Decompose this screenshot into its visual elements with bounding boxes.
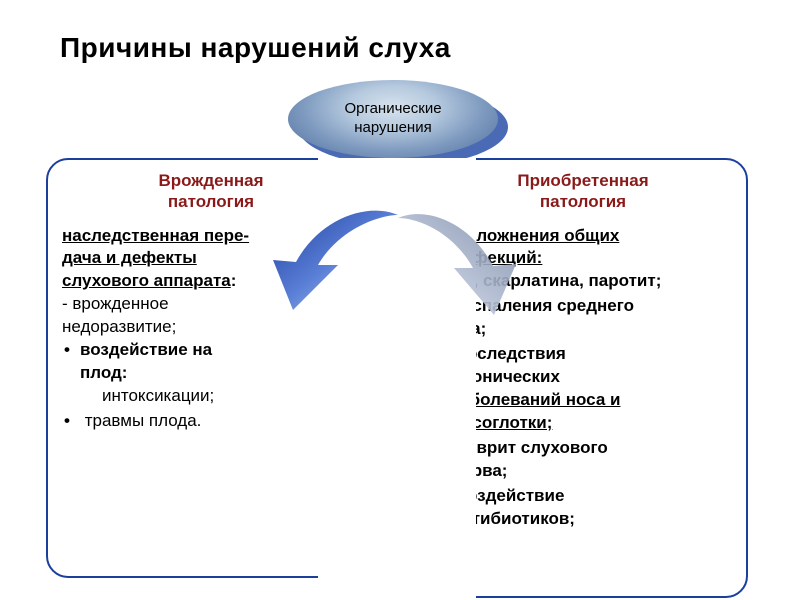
arrow-left-icon — [273, 211, 398, 310]
page-title: Причины нарушений слуха — [60, 32, 451, 64]
right-bullet-neuritis: неврит слухового нерва; — [434, 437, 732, 483]
left-hereditary-3: слухового аппарата — [62, 271, 231, 290]
right-bullet-antibiotics: воздействие антибиотиков; — [434, 485, 732, 531]
arrow-right-icon — [398, 214, 516, 315]
oval-line1: Органические — [344, 100, 441, 117]
oval-central: Органические нарушения — [288, 80, 498, 158]
left-bullet-trauma: травмы плода. — [62, 410, 360, 433]
arrows-svg — [268, 210, 528, 380]
oval-line2: нарушения — [354, 119, 431, 136]
